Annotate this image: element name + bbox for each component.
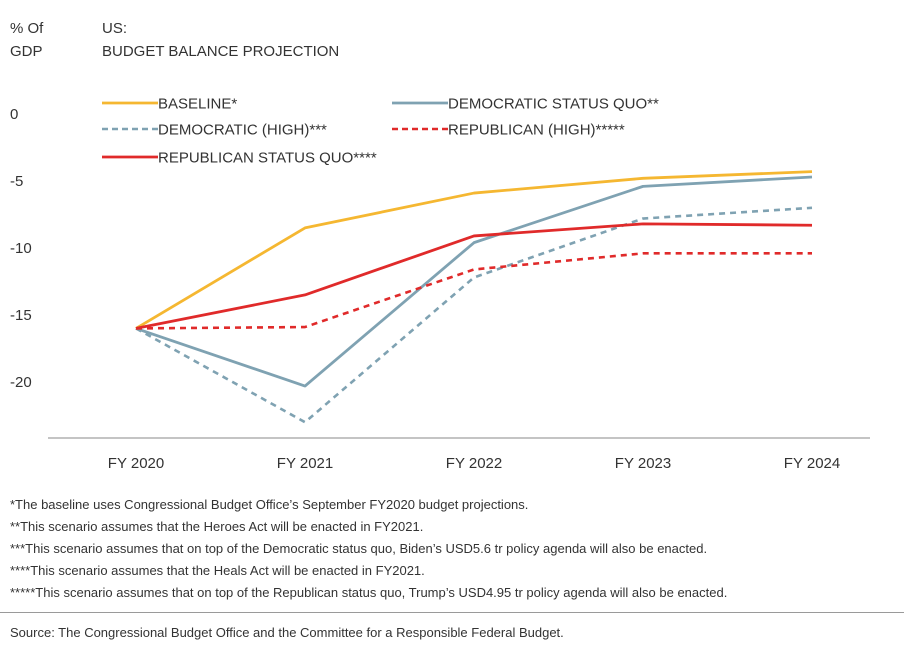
x-tick-label: FY 2022 xyxy=(446,455,502,472)
y-tick-label: -20 xyxy=(10,374,32,391)
footnote-republican-status-quo: ****This scenario assumes that the Heals… xyxy=(10,563,425,578)
x-tick-label: FY 2024 xyxy=(784,455,840,472)
legend-label: REPUBLICAN (HIGH)***** xyxy=(448,122,625,139)
y-tick-label: 0 xyxy=(10,106,18,123)
legend-label: DEMOCRATIC STATUS QUO** xyxy=(448,96,659,113)
footnote-baseline: *The baseline uses Congressional Budget … xyxy=(10,497,529,512)
footnote-republican-high: *****This scenario assumes that on top o… xyxy=(10,585,728,600)
series-line-democratic-high xyxy=(135,206,813,424)
y-axis-label-line-2: GDP xyxy=(10,43,43,60)
source-note: Source: The Congressional Budget Office … xyxy=(10,625,564,640)
x-tick-label: FY 2020 xyxy=(108,455,164,472)
legend-label: BASELINE* xyxy=(158,96,237,113)
footnote-democratic-status-quo: **This scenario assumes that the Heroes … xyxy=(10,519,424,534)
x-tick-label: FY 2021 xyxy=(277,455,333,472)
legend-label: REPUBLICAN STATUS QUO**** xyxy=(158,150,377,167)
footnote-democratic-high: ***This scenario assumes that on top of … xyxy=(10,541,708,556)
y-tick-label: -10 xyxy=(10,240,32,257)
series-line-baseline xyxy=(135,170,813,330)
x-tick-label: FY 2023 xyxy=(615,455,671,472)
y-axis-label-line-1: % Of xyxy=(10,20,44,37)
series-line-democratic-status-quo xyxy=(135,175,813,388)
legend-label: DEMOCRATIC (HIGH)*** xyxy=(158,122,327,139)
series-line-republican-status-quo xyxy=(135,222,813,330)
y-tick-label: -5 xyxy=(10,173,23,190)
series-line-republican-high xyxy=(135,252,812,330)
chart-title-line-1: US: xyxy=(102,20,127,37)
chart-title-line-2: BUDGET BALANCE PROJECTION xyxy=(102,43,339,60)
y-tick-label: -15 xyxy=(10,307,32,324)
budget-balance-chart: % Of GDP US: BUDGET BALANCE PROJECTION 0… xyxy=(10,20,870,472)
source-divider xyxy=(0,612,904,613)
